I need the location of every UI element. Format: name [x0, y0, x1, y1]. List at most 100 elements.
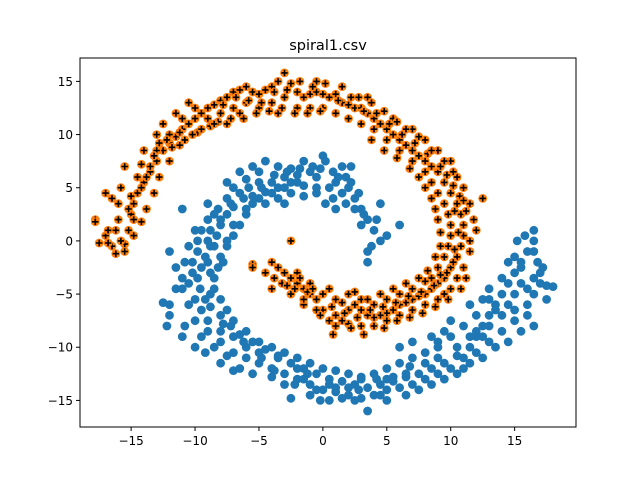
data-point	[158, 298, 168, 307]
data-point	[503, 279, 513, 288]
data-point	[471, 326, 481, 336]
data-point	[248, 369, 257, 379]
data-point	[414, 273, 424, 283]
data-point	[124, 204, 133, 214]
data-point	[367, 98, 376, 108]
data-point	[216, 358, 226, 368]
data-point	[188, 268, 197, 278]
y-tick-label: 0	[65, 234, 73, 248]
data-point	[129, 231, 139, 241]
data-point	[312, 188, 321, 198]
data-point	[295, 273, 305, 283]
data-point	[503, 337, 513, 347]
data-point	[229, 220, 238, 230]
data-point	[231, 92, 241, 102]
data-point	[459, 220, 468, 230]
data-point	[197, 225, 206, 235]
data-point	[408, 353, 417, 363]
data-point	[267, 284, 277, 294]
data-point	[324, 396, 334, 405]
data-point	[529, 236, 539, 246]
data-point	[405, 313, 415, 322]
axes: −15 −10 −5 0 5 10 15 −15 −10 −5 0 5 10 15	[48, 57, 577, 448]
series-2	[90, 68, 488, 339]
data-point	[382, 364, 392, 373]
data-point	[359, 106, 369, 116]
data-point	[367, 241, 376, 251]
data-point	[446, 316, 456, 326]
chart-title: spiral1.csv	[289, 38, 367, 54]
data-point	[267, 342, 277, 352]
data-point	[337, 162, 347, 171]
data-point	[184, 119, 194, 129]
data-point	[331, 204, 341, 214]
data-point	[388, 284, 398, 294]
data-point	[184, 279, 194, 288]
data-point	[414, 151, 424, 161]
data-point	[239, 337, 249, 347]
data-point	[512, 236, 522, 246]
data-point	[248, 162, 257, 171]
data-point	[286, 79, 296, 88]
data-point	[111, 225, 121, 235]
data-point	[280, 369, 289, 379]
data-point	[295, 164, 305, 174]
data-point	[120, 247, 130, 256]
data-point	[439, 178, 449, 187]
data-point	[369, 124, 379, 134]
data-point	[267, 178, 277, 187]
data-point	[267, 188, 277, 198]
data-point	[149, 188, 159, 198]
data-point	[510, 316, 519, 326]
data-point	[382, 295, 392, 304]
data-point	[388, 372, 398, 382]
data-point	[456, 284, 466, 294]
data-point	[321, 199, 330, 209]
data-point	[177, 273, 187, 283]
data-point	[90, 217, 100, 227]
data-point	[433, 295, 443, 304]
data-point	[431, 302, 440, 312]
data-point	[408, 337, 417, 347]
data-point	[154, 172, 164, 182]
data-point	[280, 68, 289, 78]
data-point	[516, 279, 526, 288]
data-point	[212, 231, 222, 241]
data-point	[340, 308, 349, 318]
data-point	[273, 263, 283, 272]
data-point	[446, 220, 456, 230]
data-point	[420, 167, 430, 177]
data-point	[292, 178, 302, 187]
data-point	[206, 289, 215, 299]
data-point	[484, 295, 494, 304]
data-point	[171, 284, 181, 294]
data-point	[126, 191, 136, 201]
data-point	[548, 282, 558, 291]
data-point	[308, 82, 318, 92]
data-point	[450, 206, 459, 216]
data-point	[401, 369, 411, 379]
data-point	[433, 369, 443, 379]
data-point	[408, 146, 417, 155]
data-point	[372, 108, 381, 118]
data-point	[433, 188, 443, 198]
data-point	[516, 326, 526, 336]
data-point	[448, 167, 458, 177]
data-point	[333, 96, 343, 105]
data-point	[216, 295, 226, 304]
data-point	[241, 326, 251, 336]
data-point	[471, 310, 481, 320]
data-point	[497, 326, 507, 336]
y-tick-label: −5	[55, 288, 73, 302]
data-point	[452, 342, 462, 352]
data-point	[145, 162, 155, 171]
data-point	[356, 374, 366, 384]
data-point	[382, 396, 392, 405]
data-point	[277, 103, 287, 113]
data-point	[267, 98, 277, 108]
data-point	[315, 106, 325, 116]
data-point	[290, 380, 300, 389]
data-point	[137, 217, 146, 227]
data-point	[312, 172, 321, 182]
